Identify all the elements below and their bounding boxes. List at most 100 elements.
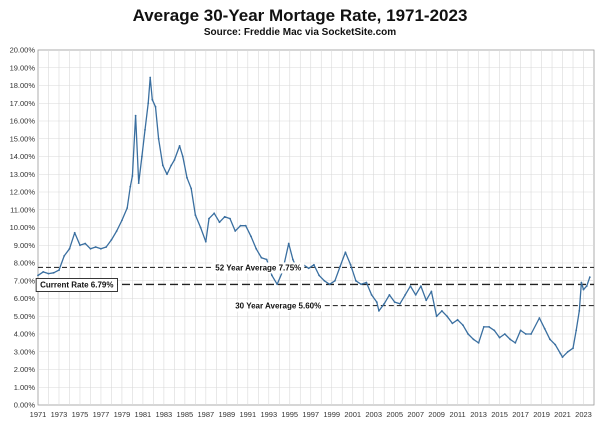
- data-point: [173, 159, 176, 161]
- data-point: [519, 329, 522, 332]
- data-point: [141, 155, 143, 158]
- x-tick-label: 2021: [554, 410, 571, 419]
- y-tick-label: 3.00%: [14, 347, 36, 356]
- data-point: [190, 187, 193, 190]
- data-point: [370, 294, 373, 296]
- data-point: [451, 322, 454, 325]
- data-point: [360, 283, 362, 286]
- data-point: [276, 283, 279, 286]
- y-tick-label: 11.00%: [10, 205, 35, 214]
- data-point: [393, 301, 396, 303]
- x-tick-label: 2011: [450, 410, 466, 419]
- x-tick-label: 2001: [344, 410, 361, 419]
- data-point: [477, 342, 480, 344]
- data-point: [223, 215, 226, 218]
- data-point: [244, 224, 247, 227]
- data-point: [575, 329, 578, 332]
- x-tick-label: 1993: [260, 410, 277, 419]
- data-point: [498, 336, 501, 339]
- data-point: [134, 114, 137, 117]
- data-point: [239, 224, 242, 227]
- x-tick-label: 2019: [533, 410, 550, 419]
- data-point: [105, 246, 108, 248]
- data-point: [63, 255, 66, 257]
- data-point: [472, 338, 475, 341]
- data-point: [435, 315, 438, 318]
- data-point: [425, 299, 428, 302]
- data-point: [462, 324, 464, 326]
- data-point: [588, 276, 591, 279]
- data-point: [234, 230, 237, 232]
- data-point: [323, 279, 326, 282]
- x-tick-label: 2007: [407, 410, 424, 419]
- data-point: [89, 247, 92, 250]
- y-tick-label: 8.00%: [14, 259, 36, 268]
- data-point: [58, 269, 60, 271]
- data-point: [149, 76, 152, 79]
- data-point: [186, 176, 188, 179]
- y-tick-label: 4.00%: [14, 330, 36, 339]
- data-point: [307, 267, 310, 270]
- data-point: [538, 317, 541, 319]
- y-tick-label: 6.00%: [14, 294, 36, 303]
- data-point: [524, 333, 527, 335]
- data-point: [446, 315, 448, 318]
- data-point: [334, 279, 336, 282]
- data-point: [509, 338, 511, 341]
- data-point: [166, 173, 168, 176]
- data-point: [578, 310, 581, 312]
- data-point: [456, 318, 459, 321]
- data-point: [157, 137, 160, 140]
- x-tick-label: 1979: [114, 410, 131, 419]
- x-tick-label: 1981: [135, 410, 152, 419]
- data-point: [503, 333, 506, 335]
- data-point: [292, 258, 294, 261]
- x-tick-label: 2017: [512, 410, 529, 419]
- x-tick-label: 1975: [72, 410, 89, 419]
- data-point: [580, 281, 583, 284]
- annotation-30yr-average-background: [232, 300, 325, 312]
- chart-subtitle: Source: Freddie Mac via SocketSite.com: [203, 27, 397, 38]
- data-point: [339, 265, 341, 268]
- y-tick-label: 15.00%: [10, 134, 36, 143]
- data-point: [73, 231, 76, 234]
- data-point: [229, 217, 231, 220]
- data-point: [37, 274, 39, 277]
- data-point: [154, 105, 157, 108]
- data-point: [344, 251, 347, 254]
- y-tick-label: 14.00%: [10, 152, 36, 161]
- data-point: [409, 285, 412, 287]
- data-point: [365, 281, 368, 284]
- y-tick-label: 12.00%: [10, 188, 36, 197]
- data-point: [318, 274, 320, 277]
- y-tick-label: 9.00%: [14, 241, 36, 250]
- x-tick-label: 2009: [428, 410, 445, 419]
- data-point: [79, 244, 81, 247]
- x-tick-label: 2013: [470, 410, 487, 419]
- data-point: [170, 164, 173, 167]
- y-tick-label: 10.00%: [10, 223, 36, 232]
- data-point: [137, 182, 140, 185]
- data-point: [208, 217, 210, 220]
- data-point: [52, 271, 55, 274]
- y-tick-label: 1.00%: [14, 383, 36, 392]
- data-point: [355, 279, 357, 282]
- data-point: [543, 327, 546, 330]
- data-point: [467, 333, 469, 335]
- x-tick-label: 1973: [51, 410, 68, 419]
- data-point: [94, 246, 97, 248]
- data-point: [129, 185, 132, 188]
- x-tick-label: 2023: [575, 410, 592, 419]
- data-point: [313, 263, 315, 266]
- y-tick-label: 19.00%: [10, 63, 36, 72]
- data-point: [420, 285, 422, 287]
- data-point: [110, 239, 113, 241]
- data-point: [287, 242, 290, 245]
- x-tick-label: 2005: [386, 410, 403, 419]
- data-point: [572, 347, 574, 350]
- data-point: [493, 329, 496, 332]
- annotation-52yr-average-background: [212, 262, 305, 274]
- annotation-30yr-average: 30 Year Average 5.60%: [235, 302, 321, 311]
- annotation-current-rate: Current Rate 6.79%: [40, 280, 113, 289]
